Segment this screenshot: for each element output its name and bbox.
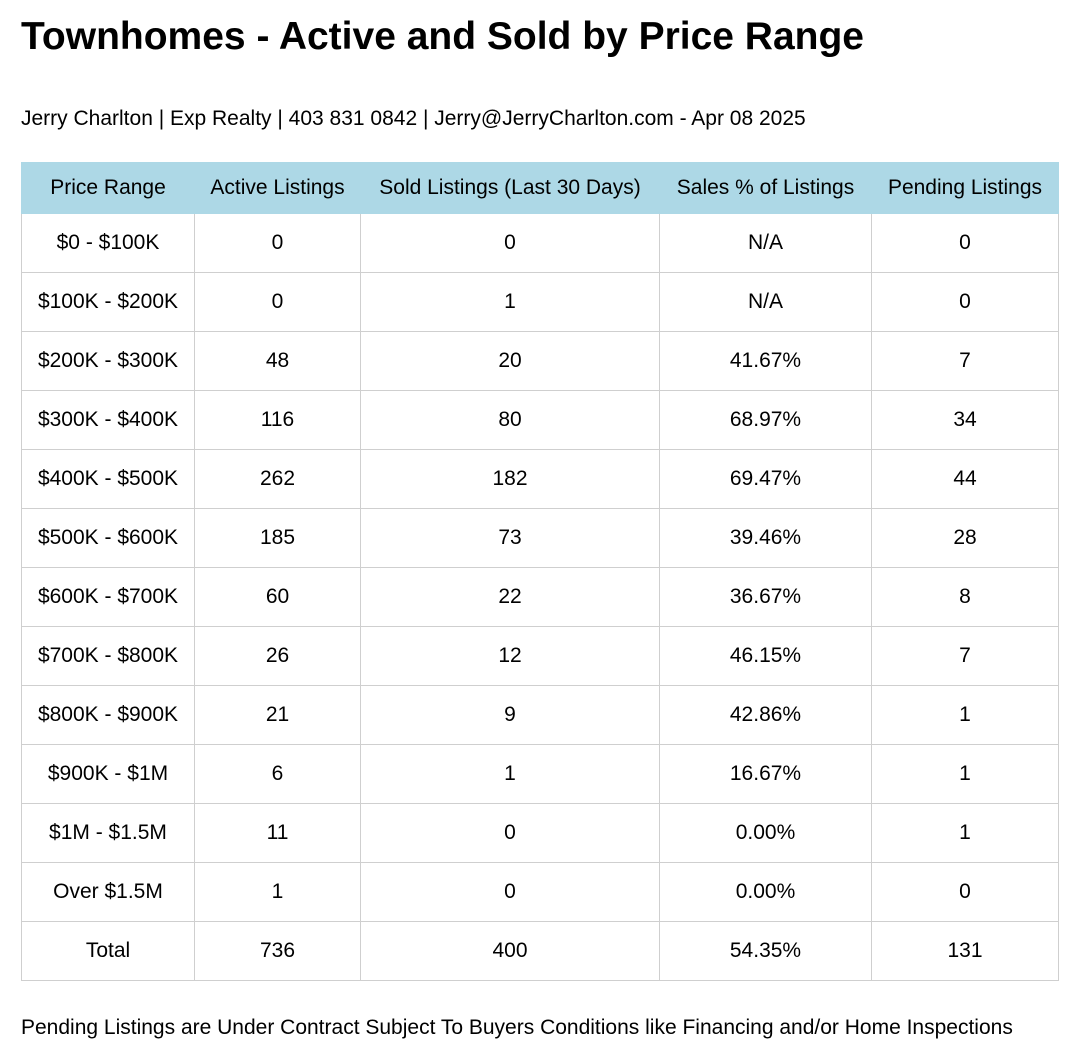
cell-price-range: $100K - $200K [21, 272, 195, 332]
cell-price-range: $1M - $1.5M [21, 803, 195, 863]
cell-pending-listings: 7 [871, 626, 1059, 686]
cell-sold-listings: 80 [360, 390, 660, 450]
column-header-sales-percent: Sales % of Listings [659, 162, 872, 214]
column-header-sold-listings: Sold Listings (Last 30 Days) [360, 162, 660, 214]
cell-pending-listings: 8 [871, 567, 1059, 627]
cell-active-listings: 0 [194, 213, 361, 273]
table-total-row: Total 736 400 54.35% 131 [21, 921, 1059, 981]
cell-price-range: $300K - $400K [21, 390, 195, 450]
cell-pending-listings: 28 [871, 508, 1059, 568]
cell-price-range: Total [21, 921, 195, 981]
cell-pending-listings: 34 [871, 390, 1059, 450]
cell-sales-percent: 42.86% [659, 685, 872, 745]
table-row: Over $1.5M 1 0 0.00% 0 [21, 862, 1059, 922]
contact-subtitle: Jerry Charlton | Exp Realty | 403 831 08… [21, 107, 806, 130]
table-row: $500K - $600K 185 73 39.46% 28 [21, 508, 1059, 568]
listings-table: Price Range Active Listings Sold Listing… [21, 162, 1059, 981]
cell-sold-listings: 9 [360, 685, 660, 745]
cell-sold-listings: 1 [360, 272, 660, 332]
table-row: $900K - $1M 6 1 16.67% 1 [21, 744, 1059, 804]
table-row: $200K - $300K 48 20 41.67% 7 [21, 331, 1059, 391]
cell-pending-listings: 1 [871, 744, 1059, 804]
table-row: $1M - $1.5M 11 0 0.00% 1 [21, 803, 1059, 863]
table-row: $700K - $800K 26 12 46.15% 7 [21, 626, 1059, 686]
cell-sales-percent: 54.35% [659, 921, 872, 981]
cell-active-listings: 11 [194, 803, 361, 863]
cell-sold-listings: 12 [360, 626, 660, 686]
cell-pending-listings: 0 [871, 213, 1059, 273]
cell-price-range: $500K - $600K [21, 508, 195, 568]
cell-pending-listings: 7 [871, 331, 1059, 391]
cell-sales-percent: N/A [659, 213, 872, 273]
cell-price-range: $200K - $300K [21, 331, 195, 391]
cell-sales-percent: 0.00% [659, 862, 872, 922]
cell-active-listings: 185 [194, 508, 361, 568]
cell-active-listings: 48 [194, 331, 361, 391]
table-row: $600K - $700K 60 22 36.67% 8 [21, 567, 1059, 627]
cell-active-listings: 21 [194, 685, 361, 745]
cell-pending-listings: 1 [871, 685, 1059, 745]
cell-sold-listings: 0 [360, 803, 660, 863]
cell-price-range: $700K - $800K [21, 626, 195, 686]
table-row: $300K - $400K 116 80 68.97% 34 [21, 390, 1059, 450]
table-row: $100K - $200K 0 1 N/A 0 [21, 272, 1059, 332]
cell-active-listings: 6 [194, 744, 361, 804]
cell-sold-listings: 182 [360, 449, 660, 509]
cell-sales-percent: 0.00% [659, 803, 872, 863]
cell-active-listings: 0 [194, 272, 361, 332]
cell-sold-listings: 0 [360, 862, 660, 922]
table-header-row: Price Range Active Listings Sold Listing… [21, 162, 1059, 214]
table-row: $0 - $100K 0 0 N/A 0 [21, 213, 1059, 273]
cell-sales-percent: 39.46% [659, 508, 872, 568]
cell-sold-listings: 73 [360, 508, 660, 568]
footnote: Pending Listings are Under Contract Subj… [21, 1016, 1013, 1039]
cell-sales-percent: 68.97% [659, 390, 872, 450]
cell-price-range: $900K - $1M [21, 744, 195, 804]
cell-active-listings: 116 [194, 390, 361, 450]
cell-sold-listings: 0 [360, 213, 660, 273]
table-row: $800K - $900K 21 9 42.86% 1 [21, 685, 1059, 745]
cell-active-listings: 736 [194, 921, 361, 981]
cell-pending-listings: 44 [871, 449, 1059, 509]
column-header-active-listings: Active Listings [194, 162, 361, 214]
cell-pending-listings: 1 [871, 803, 1059, 863]
cell-sold-listings: 22 [360, 567, 660, 627]
cell-pending-listings: 131 [871, 921, 1059, 981]
cell-sales-percent: 69.47% [659, 449, 872, 509]
cell-price-range: $0 - $100K [21, 213, 195, 273]
listings-table-container: Price Range Active Listings Sold Listing… [21, 162, 1059, 981]
cell-price-range: $800K - $900K [21, 685, 195, 745]
cell-sales-percent: 16.67% [659, 744, 872, 804]
page-title: Townhomes - Active and Sold by Price Ran… [21, 15, 864, 58]
cell-sales-percent: N/A [659, 272, 872, 332]
cell-pending-listings: 0 [871, 862, 1059, 922]
cell-sold-listings: 20 [360, 331, 660, 391]
column-header-price-range: Price Range [21, 162, 195, 214]
cell-active-listings: 262 [194, 449, 361, 509]
cell-sales-percent: 36.67% [659, 567, 872, 627]
cell-active-listings: 60 [194, 567, 361, 627]
cell-price-range: $600K - $700K [21, 567, 195, 627]
cell-sales-percent: 41.67% [659, 331, 872, 391]
cell-pending-listings: 0 [871, 272, 1059, 332]
cell-price-range: Over $1.5M [21, 862, 195, 922]
cell-active-listings: 1 [194, 862, 361, 922]
cell-sold-listings: 1 [360, 744, 660, 804]
cell-price-range: $400K - $500K [21, 449, 195, 509]
cell-sold-listings: 400 [360, 921, 660, 981]
cell-sales-percent: 46.15% [659, 626, 872, 686]
table-row: $400K - $500K 262 182 69.47% 44 [21, 449, 1059, 509]
cell-active-listings: 26 [194, 626, 361, 686]
column-header-pending-listings: Pending Listings [871, 162, 1059, 214]
